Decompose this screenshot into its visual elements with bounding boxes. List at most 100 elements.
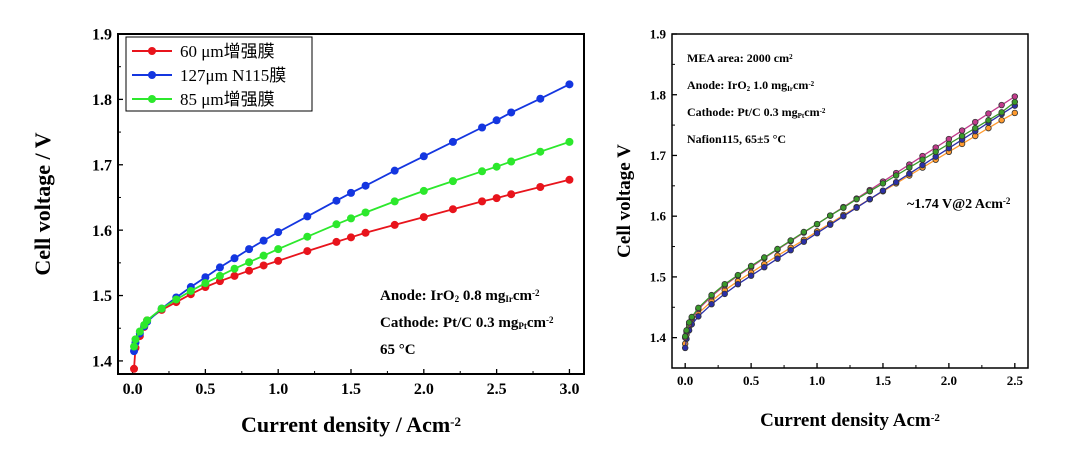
data-point <box>683 327 690 334</box>
y-tick-label: 1.8 <box>650 87 667 102</box>
x-tick-label: 2.5 <box>487 381 507 398</box>
data-point <box>478 123 487 132</box>
annotation-line: MEA area: 2000 cm2 <box>687 51 793 65</box>
data-point <box>761 263 768 271</box>
legend-marker <box>148 71 156 79</box>
data-point <box>186 286 195 295</box>
data-point <box>747 272 755 279</box>
data-point <box>245 266 254 275</box>
data-point <box>945 140 953 148</box>
data-point <box>866 195 873 203</box>
data-point <box>245 258 254 267</box>
data-point <box>492 194 501 203</box>
data-point <box>201 273 210 282</box>
data-point <box>906 170 913 177</box>
data-point <box>507 108 516 117</box>
x-tick-label: 0.5 <box>195 381 215 398</box>
data-point <box>688 313 695 321</box>
data-point <box>361 208 370 217</box>
data-point <box>774 245 781 253</box>
data-point <box>972 124 979 132</box>
callout-note: ~1.74 V@2 Acm-2 <box>907 196 1011 212</box>
data-point <box>332 237 341 246</box>
y-tick-label: 1.4 <box>92 354 112 371</box>
data-point <box>685 319 693 326</box>
data-point <box>259 236 268 245</box>
data-point <box>998 117 1005 124</box>
data-point <box>565 175 574 184</box>
data-point <box>853 195 860 203</box>
data-point <box>734 280 742 288</box>
data-point <box>681 344 689 352</box>
series-line <box>133 178 570 369</box>
data-point <box>419 186 428 195</box>
data-point <box>303 247 312 256</box>
data-point <box>448 205 457 214</box>
data-point <box>985 110 992 117</box>
data-point <box>972 118 979 126</box>
y-tick-label: 1.5 <box>92 288 112 305</box>
annotation-line: Anode: IrO2 0.8 mgIrcm-2 <box>380 288 540 304</box>
data-point <box>448 177 457 186</box>
data-point <box>259 261 268 270</box>
data-point <box>332 220 341 229</box>
series-line <box>684 112 1016 344</box>
data-point <box>201 279 210 288</box>
data-point <box>708 291 715 299</box>
data-point <box>721 290 728 298</box>
y-tick-label: 1.6 <box>650 209 667 224</box>
x-tick-label: 3.0 <box>559 381 579 398</box>
data-point <box>507 157 516 166</box>
data-point <box>695 313 702 320</box>
data-point <box>708 301 715 308</box>
legend-marker <box>148 95 156 103</box>
data-point <box>332 196 341 205</box>
data-point <box>274 256 283 265</box>
data-point <box>827 212 834 219</box>
y-tick-label: 1.7 <box>650 148 667 163</box>
data-point <box>130 364 139 373</box>
data-point <box>536 183 545 191</box>
annotation-line: Nafion115, 65±5 °C <box>687 132 786 146</box>
series-3 <box>130 137 574 351</box>
data-point <box>800 228 808 236</box>
data-point <box>958 132 966 140</box>
x-tick-label: 1.0 <box>268 381 288 398</box>
series-3 <box>681 93 1019 341</box>
data-point <box>390 197 399 206</box>
data-point <box>866 188 873 195</box>
series-4 <box>681 98 1019 340</box>
data-point <box>813 229 821 237</box>
data-point <box>448 137 457 146</box>
data-point <box>245 245 254 254</box>
data-point <box>919 161 926 169</box>
data-point <box>565 80 574 89</box>
data-point <box>565 137 574 146</box>
data-point <box>347 188 355 197</box>
x-tick-label: 1.0 <box>809 373 825 388</box>
y-tick-label: 1.6 <box>92 223 112 240</box>
data-point <box>157 304 166 313</box>
data-point <box>478 197 487 206</box>
data-point <box>347 214 355 223</box>
left-chart: 0.0 0.5 1.0 1.5 2.0 2.5 3.0 1.4 1.5 1.6 1.7 1.8 1.9 C… <box>30 27 585 437</box>
data-point <box>813 220 821 228</box>
data-point <box>734 271 742 279</box>
data-point <box>303 232 312 241</box>
data-point <box>478 167 487 176</box>
data-point <box>1011 98 1019 106</box>
data-point <box>419 213 428 222</box>
data-point <box>879 187 887 194</box>
y-tick-label: 1.9 <box>650 27 667 42</box>
data-point <box>507 190 516 199</box>
y-tick-label: 1.7 <box>92 157 112 174</box>
data-point <box>985 117 992 124</box>
data-point <box>131 335 140 344</box>
data-point <box>879 180 887 187</box>
y-axis-title: Cell voltage V <box>614 144 635 258</box>
data-point <box>892 172 900 179</box>
legend-marker <box>148 47 156 55</box>
data-point <box>259 251 268 260</box>
data-point <box>721 280 728 288</box>
